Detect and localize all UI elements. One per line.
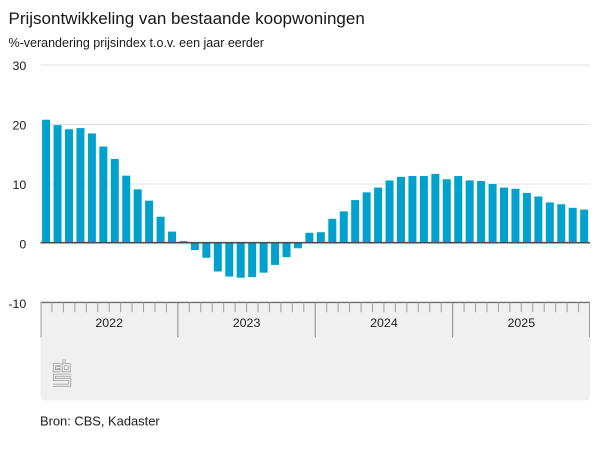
svg-text:-10: -10 <box>8 297 26 311</box>
svg-text:%-verandering prijsindex t.o.v: %-verandering prijsindex t.o.v. een jaar… <box>9 36 264 50</box>
svg-text:20: 20 <box>13 119 27 133</box>
svg-text:2022: 2022 <box>95 316 123 330</box>
svg-text:Bron: CBS, Kadaster: Bron: CBS, Kadaster <box>40 413 160 428</box>
svg-text:Prijsontwikkeling van bestaand: Prijsontwikkeling van bestaande koopwoni… <box>9 9 365 28</box>
svg-text:2025: 2025 <box>508 316 536 330</box>
svg-text:2024: 2024 <box>370 316 398 330</box>
svg-text:0: 0 <box>19 238 26 252</box>
svg-text:2023: 2023 <box>233 316 261 330</box>
svg-text:10: 10 <box>13 178 27 192</box>
svg-text:30: 30 <box>13 59 27 73</box>
